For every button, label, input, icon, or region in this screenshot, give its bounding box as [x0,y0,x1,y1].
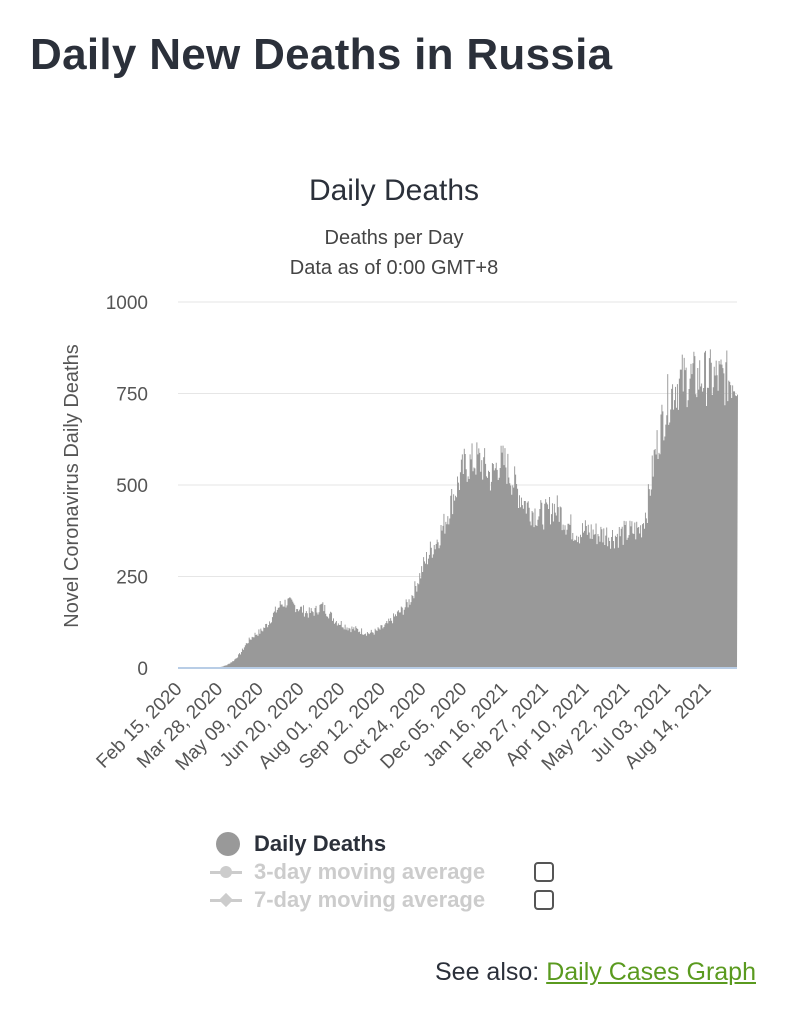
page-title: Daily New Deaths in Russia [30,30,613,79]
chart-legend: Daily Deaths 3-day moving average 7-day … [210,830,554,914]
legend-label-daily-deaths: Daily Deaths [254,831,387,856]
y-tick-label: 1000 [106,293,148,314]
legend-line-diamond-icon [210,888,242,912]
chart-subtitle-line-2: Data as of 0:00 GMT+8 [290,257,498,279]
y-axis-ticks: 0 250 500 750 1000 [106,293,148,680]
see-also-prefix: See also: [434,958,540,986]
daily-deaths-chart: Daily Deaths Deaths per Day Data as of 0… [61,174,738,775]
y-axis-label: Novel Coronavirus Daily Deaths [61,344,83,627]
legend-circle-icon [216,832,240,856]
legend-item-3-day-average[interactable]: 3-day moving average [210,858,554,886]
y-tick-label: 750 [116,385,148,406]
chart-title: Daily Deaths [309,174,479,207]
see-also-footer: See also: Daily Cases Graph [435,958,756,987]
legend-line-circle-icon [210,860,242,884]
y-tick-label: 0 [137,659,148,680]
chart-subtitle-line-1: Deaths per Day [325,227,464,249]
daily-cases-graph-link[interactable]: Daily Cases Graph [546,958,756,986]
legend-item-daily-deaths[interactable]: Daily Deaths [210,830,485,858]
toggle-3-day-average-checkbox[interactable] [534,862,554,882]
legend-item-7-day-average[interactable]: 7-day moving average [210,886,554,914]
plot-area [178,349,738,669]
toggle-7-day-average-checkbox[interactable] [534,890,554,910]
y-tick-label: 500 [116,476,148,497]
legend-label-3-day-average: 3-day moving average [254,859,486,884]
series-area-0 [178,349,738,668]
legend-label-7-day-average: 7-day moving average [254,887,486,912]
y-tick-label: 250 [116,568,148,589]
